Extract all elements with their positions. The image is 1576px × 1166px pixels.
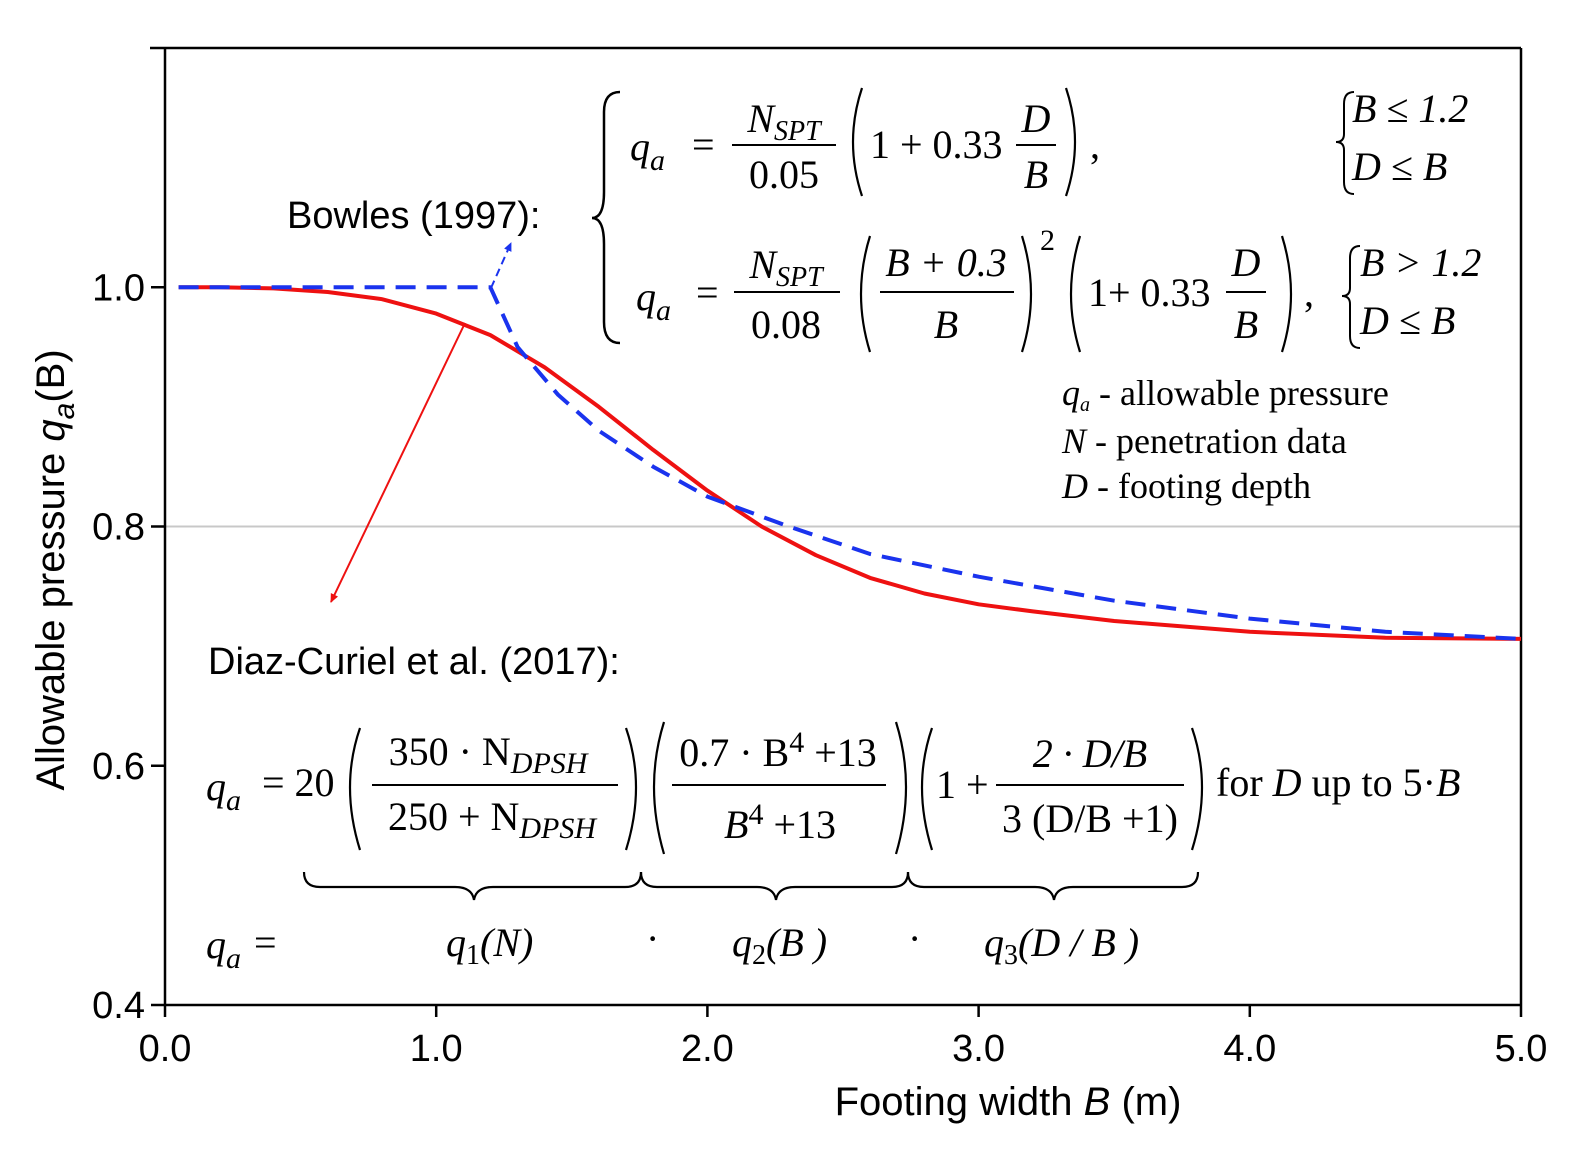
x-tick-label: 2.0	[681, 1028, 734, 1070]
x-tick-label: 5.0	[1495, 1028, 1548, 1070]
y-axis-label: Allowable pressure qa(B)	[29, 349, 81, 790]
svg-text:D ≤ B: D ≤ B	[1351, 144, 1447, 189]
svg-text:B: B	[934, 302, 958, 347]
svg-text:3 (D/B +1): 3 (D/B +1)	[1002, 796, 1178, 841]
svg-text:NSPT: NSPT	[748, 242, 825, 293]
svg-text:= 20: = 20	[262, 760, 335, 805]
y-tick-label: 0.8	[92, 507, 145, 549]
svg-text:1 +: 1 +	[936, 762, 989, 807]
bowles-pointer-arrow	[490, 242, 512, 289]
svg-text:qa - allowable pressure: qa - allowable pressure	[1062, 373, 1389, 416]
svg-text:qa: qa	[636, 274, 671, 327]
underbrace-q3	[906, 871, 1200, 901]
x-tick-label: 0.0	[139, 1028, 192, 1070]
svg-text:2 · D/B: 2 · D/B	[1033, 731, 1147, 776]
x-axis-label: Footing width B (m)	[835, 1080, 1182, 1124]
svg-text:2: 2	[1040, 224, 1055, 257]
svg-text:B + 0.3: B + 0.3	[885, 240, 1006, 285]
svg-text:=: =	[254, 920, 277, 965]
underbrace-q2	[639, 871, 910, 901]
svg-text:0.7 · B4 +13: 0.7 · B4 +13	[679, 726, 877, 775]
svg-text:q3(D / B ): q3(D / B )	[984, 920, 1139, 971]
svg-text:B > 1.2: B > 1.2	[1360, 240, 1481, 285]
y-ticks: 0.4 0.6 0.8 1.0	[92, 267, 165, 1027]
svg-text:D: D	[1231, 240, 1261, 285]
svg-text:q2(B ): q2(B )	[732, 920, 827, 971]
y-tick-label: 0.6	[92, 746, 145, 788]
svg-text:qa: qa	[206, 922, 241, 975]
svg-text:=: =	[696, 270, 719, 315]
svg-text:0.05: 0.05	[749, 152, 819, 197]
bowles-equation-1: qa = NSPT 0.05 1 + 0.33 D B , B ≤ 1.2 D …	[630, 86, 1468, 197]
svg-text:,: ,	[1090, 122, 1100, 167]
x-tick-label: 1.0	[410, 1028, 463, 1070]
svg-text:350 · NDPSH: 350 · NDPSH	[389, 729, 590, 780]
underbrace-q1	[302, 871, 643, 901]
svg-text:D - footing depth: D - footing depth	[1061, 466, 1311, 506]
svg-text:B4 +13: B4 +13	[724, 798, 836, 847]
svg-text:=: =	[692, 122, 715, 167]
svg-text:D: D	[1021, 96, 1051, 141]
symbol-legend: qa - allowable pressure N - penetration …	[1061, 373, 1389, 506]
svg-text:qa: qa	[206, 764, 241, 817]
bowles-curly-brace	[591, 90, 621, 345]
diaz-pointer-arrow	[330, 322, 466, 603]
diaz-equation: qa = 20 350 · NDPSH 250 + NDPSH 0.7 · B4…	[206, 721, 1460, 855]
svg-text:N - penetration data: N - penetration data	[1061, 421, 1347, 461]
svg-text:for D up to 5·B: for D up to 5·B	[1216, 760, 1460, 805]
svg-text:1+ 0.33: 1+ 0.33	[1088, 270, 1211, 315]
diaz-label: Diaz-Curiel et al. (2017):	[208, 641, 620, 683]
x-tick-label: 4.0	[1223, 1028, 1276, 1070]
svg-text:1 + 0.33: 1 + 0.33	[870, 122, 1003, 167]
svg-text:·: ·	[646, 916, 659, 961]
factorized-equation: qa = q1(N) · q2(B ) · q3(D / B )	[206, 916, 1139, 975]
svg-text:0.08: 0.08	[751, 302, 821, 347]
y-tick-label: 0.4	[92, 985, 145, 1027]
svg-text:250 + NDPSH: 250 + NDPSH	[388, 794, 598, 845]
svg-text:q1(N): q1(N)	[446, 920, 533, 971]
svg-text:,: ,	[1304, 270, 1314, 315]
bowles-label: Bowles (1997):	[287, 195, 540, 237]
bowles-equation-2: qa = NSPT 0.08 B + 0.3 B 2 1+ 0.33 D B ,…	[636, 224, 1481, 353]
y-tick-label: 1.0	[92, 267, 145, 309]
x-tick-label: 3.0	[952, 1028, 1005, 1070]
svg-text:B ≤ 1.2: B ≤ 1.2	[1352, 86, 1468, 131]
svg-text:NSPT: NSPT	[746, 96, 823, 147]
x-ticks: 0.0 1.0 2.0 3.0 4.0 5.0	[139, 1005, 1548, 1070]
svg-text:B: B	[1024, 152, 1048, 197]
series-line-bowles	[178, 285, 1522, 641]
svg-text:·: ·	[908, 916, 921, 961]
svg-text:B: B	[1234, 302, 1258, 347]
series-line-diaz-curiel	[178, 285, 1522, 641]
svg-text:qa: qa	[630, 124, 665, 177]
svg-text:D ≤ B: D ≤ B	[1359, 298, 1455, 343]
